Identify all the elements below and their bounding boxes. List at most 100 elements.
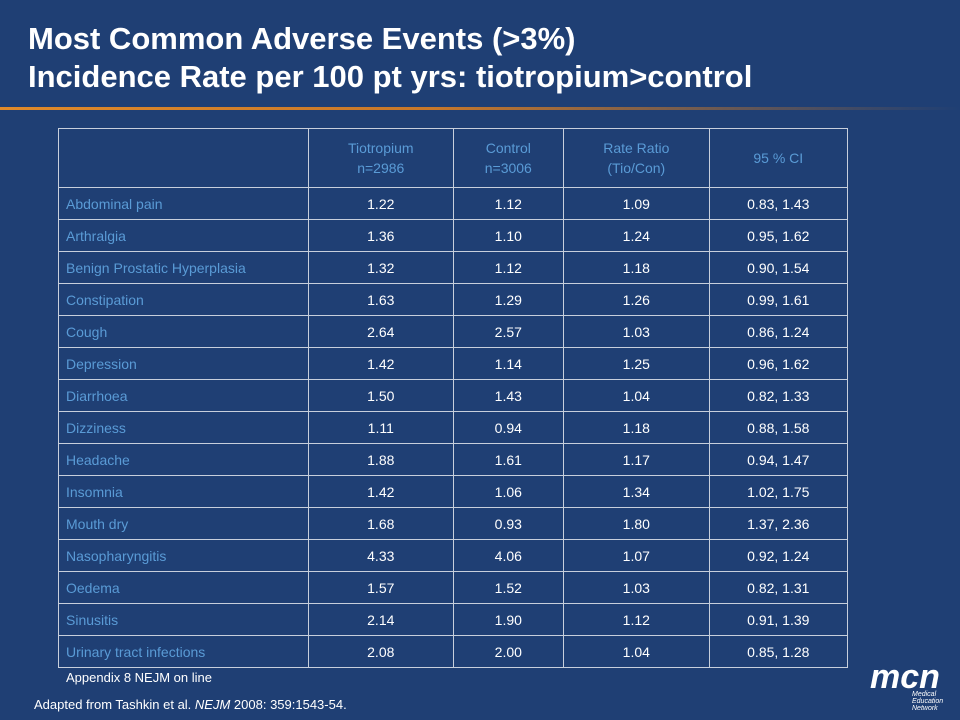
value-cell: 4.33 [308,539,454,572]
citation-suffix: 2008: 359:1543-54. [230,697,347,712]
logo-line-3: Network [912,705,938,712]
event-name-cell: Dizziness [58,411,309,444]
value-cell: 1.11 [308,411,454,444]
source-citation: Adapted from Tashkin et al. NEJM 2008: 3… [34,697,347,712]
adverse-events-table: Tiotropium n=2986 Control n=3006 Rate Rati… [58,128,849,668]
event-name-cell: Constipation [58,283,309,316]
value-cell: 1.25 [563,347,710,380]
value-cell: 0.99, 1.61 [708,283,849,316]
value-cell: 1.09 [563,187,710,220]
slide-title: Most Common Adverse Events (>3%) Inciden… [28,20,752,96]
table-row: Diarrhoea 1.50 1.43 1.04 0.82, 1.33 [58,379,849,412]
value-cell: 1.32 [308,251,454,284]
header-cell-4: 95 % CI [708,128,849,188]
event-name-cell: Cough [58,315,309,348]
value-cell: 1.22 [308,187,454,220]
value-cell: 2.00 [452,635,565,668]
value-cell: 1.37, 2.36 [708,507,849,540]
value-cell: 1.14 [452,347,565,380]
value-cell: 0.91, 1.39 [708,603,849,636]
table-row: Urinary tract infections 2.08 2.00 1.04 0.85… [58,635,849,668]
value-cell: 1.03 [563,315,710,348]
value-cell: 1.12 [563,603,710,636]
title-line-1: Most Common Adverse Events (>3%) [28,21,576,56]
value-cell: 2.14 [308,603,454,636]
value-cell: 0.88, 1.58 [708,411,849,444]
table-row: Oedema 1.57 1.52 1.03 0.82, 1.31 [58,571,849,604]
event-name-cell: Mouth dry [58,507,309,540]
header-cell-1: Tiotropium n=2986 [308,128,454,188]
value-cell: 1.63 [308,283,454,316]
table-row: Nasopharyngitis 4.33 4.06 1.07 0.92, 1.24 [58,539,849,572]
value-cell: 1.42 [308,347,454,380]
event-name-cell: Benign Prostatic Hyperplasia [58,251,309,284]
value-cell: 0.86, 1.24 [708,315,849,348]
value-cell: 0.94 [452,411,565,444]
value-cell: 0.93 [452,507,565,540]
table-row: Mouth dry 1.68 0.93 1.80 1.37, 2.36 [58,507,849,540]
table-header-row: Tiotropium n=2986 Control n=3006 Rate Rati… [58,128,849,188]
value-cell: 0.92, 1.24 [708,539,849,572]
table-row: Headache 1.88 1.61 1.17 0.94, 1.47 [58,443,849,476]
value-cell: 1.12 [452,187,565,220]
value-cell: 1.18 [563,411,710,444]
value-cell: 2.08 [308,635,454,668]
citation-journal: NEJM [194,697,231,712]
value-cell: 1.07 [563,539,710,572]
value-cell: 1.29 [452,283,565,316]
value-cell: 1.26 [563,283,710,316]
value-cell: 1.80 [563,507,710,540]
value-cell: 1.18 [563,251,710,284]
table-row: Sinusitis 2.14 1.90 1.12 0.91, 1.39 [58,603,849,636]
value-cell: 1.42 [308,475,454,508]
table-row: Constipation 1.63 1.29 1.26 0.99, 1.61 [58,283,849,316]
table-row: Dizziness 1.11 0.94 1.18 0.88, 1.58 [58,411,849,444]
value-cell: 1.10 [452,219,565,252]
header-cell-event [58,128,309,188]
event-name-cell: Depression [58,347,309,380]
title-underline [0,107,960,110]
value-cell: 1.36 [308,219,454,252]
value-cell: 0.85, 1.28 [708,635,849,668]
value-cell: 1.50 [308,379,454,412]
value-cell: 1.04 [563,635,710,668]
table-row: Arthralgia 1.36 1.10 1.24 0.95, 1.62 [58,219,849,252]
title-line-2: Incidence Rate per 100 pt yrs: tiotropiu… [28,59,753,94]
value-cell: 0.82, 1.33 [708,379,849,412]
value-cell: 1.04 [563,379,710,412]
table-row: Cough 2.64 2.57 1.03 0.86, 1.24 [58,315,849,348]
value-cell: 0.90, 1.54 [708,251,849,284]
event-name-cell: Insomnia [58,475,309,508]
value-cell: 1.90 [452,603,565,636]
value-cell: 1.61 [452,443,565,476]
value-cell: 1.68 [308,507,454,540]
value-cell: 0.94, 1.47 [708,443,849,476]
value-cell: 1.34 [563,475,710,508]
event-name-cell: Sinusitis [58,603,309,636]
logo-line-2: Education [912,698,943,705]
citation-prefix: Adapted from Tashkin et al. [34,697,195,712]
value-cell: 1.06 [452,475,565,508]
value-cell: 0.96, 1.62 [708,347,849,380]
value-cell: 1.24 [563,219,710,252]
value-cell: 4.06 [452,539,565,572]
logo-letters: mcn [870,658,940,696]
value-cell: 0.83, 1.43 [708,187,849,220]
table-row: Benign Prostatic Hyperplasia 1.32 1.12 1.18… [58,251,849,284]
value-cell: 1.03 [563,571,710,604]
value-cell: 1.17 [563,443,710,476]
event-name-cell: Arthralgia [58,219,309,252]
value-cell: 1.12 [452,251,565,284]
table-row: Depression 1.42 1.14 1.25 0.96, 1.62 [58,347,849,380]
value-cell: 2.57 [452,315,565,348]
value-cell: 1.52 [452,571,565,604]
value-cell: 0.82, 1.31 [708,571,849,604]
appendix-note: Appendix 8 NEJM on line [66,670,212,685]
event-name-cell: Oedema [58,571,309,604]
table-row: Insomnia 1.42 1.06 1.34 1.02, 1.75 [58,475,849,508]
event-name-cell: Abdominal pain [58,187,309,220]
value-cell: 1.57 [308,571,454,604]
event-name-cell: Urinary tract infections [58,635,309,668]
value-cell: 1.43 [452,379,565,412]
value-cell: 0.95, 1.62 [708,219,849,252]
